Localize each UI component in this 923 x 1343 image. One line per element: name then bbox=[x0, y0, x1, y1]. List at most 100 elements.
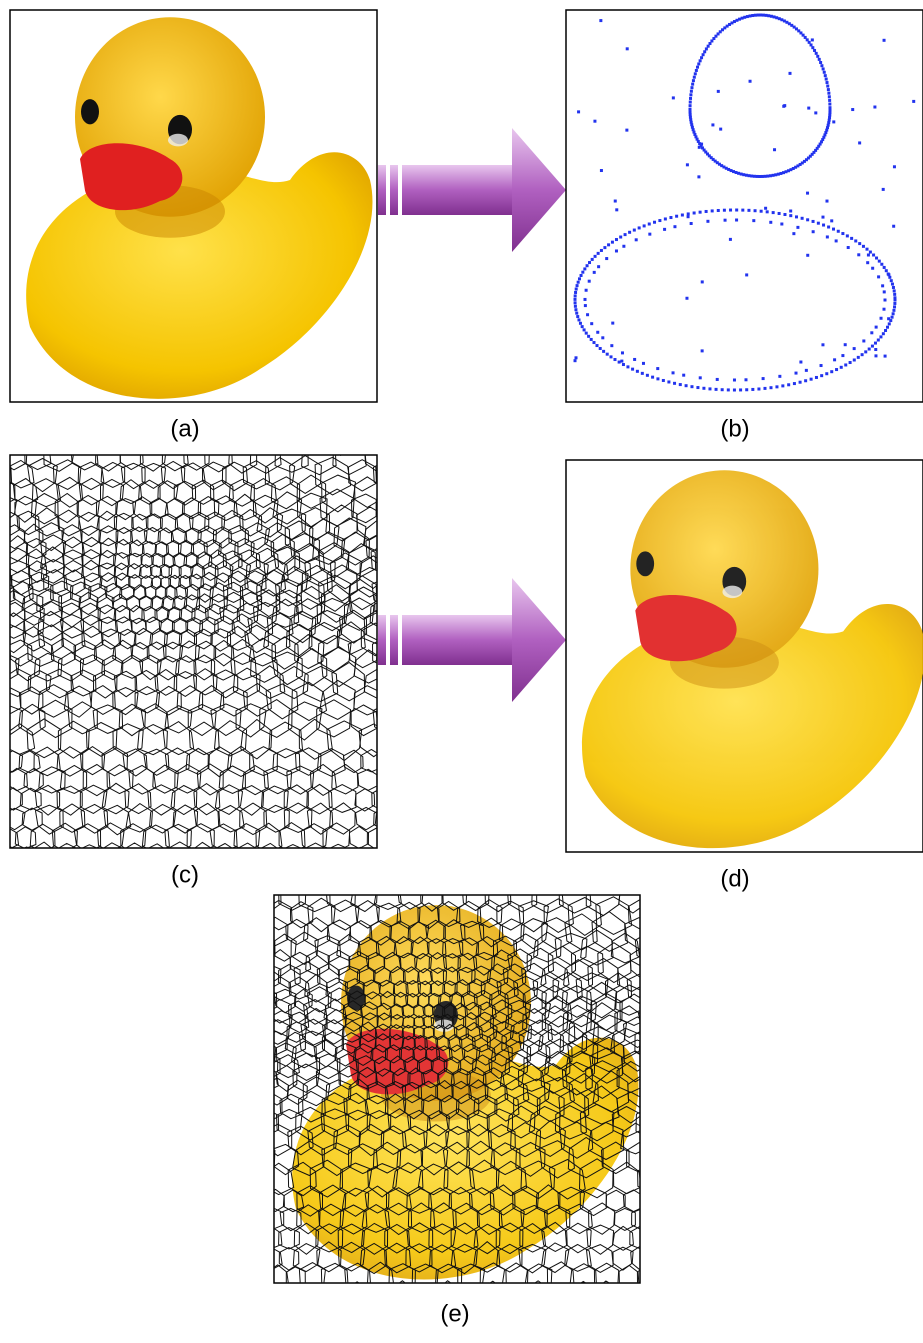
cell bbox=[506, 1105, 536, 1139]
dot bbox=[794, 165, 798, 169]
cell bbox=[448, 1186, 473, 1215]
cell bbox=[473, 859, 502, 891]
dot bbox=[825, 372, 829, 376]
cell bbox=[321, 474, 357, 513]
cell bbox=[43, 455, 74, 472]
cell bbox=[466, 1109, 490, 1137]
cell bbox=[370, 547, 377, 572]
cell bbox=[92, 670, 118, 699]
cell bbox=[402, 860, 430, 892]
cell bbox=[271, 598, 300, 628]
cell bbox=[426, 860, 453, 891]
dot bbox=[821, 215, 825, 219]
cell bbox=[295, 1106, 326, 1141]
cell bbox=[401, 1035, 416, 1051]
dot bbox=[607, 243, 611, 247]
dot bbox=[751, 14, 755, 18]
cell bbox=[151, 553, 166, 568]
cell bbox=[344, 1011, 364, 1032]
cell bbox=[101, 746, 129, 777]
dot bbox=[759, 13, 763, 17]
dot bbox=[821, 138, 825, 142]
cell bbox=[18, 686, 44, 715]
cell bbox=[36, 588, 63, 617]
cell bbox=[442, 1141, 470, 1176]
cell bbox=[441, 895, 467, 911]
cell bbox=[0, 769, 9, 790]
cell bbox=[274, 1162, 295, 1196]
cell bbox=[43, 569, 68, 595]
cell bbox=[210, 628, 232, 652]
cell bbox=[401, 1081, 423, 1104]
cell bbox=[96, 510, 118, 534]
cell bbox=[460, 990, 478, 1011]
cell bbox=[95, 455, 122, 472]
cell bbox=[425, 919, 446, 944]
cell bbox=[326, 895, 356, 913]
dot bbox=[588, 261, 592, 265]
cell bbox=[417, 902, 440, 930]
dot bbox=[824, 77, 828, 81]
cell bbox=[287, 1161, 317, 1197]
dot bbox=[764, 206, 768, 210]
dot bbox=[605, 352, 609, 356]
dot bbox=[887, 322, 891, 326]
cell bbox=[597, 942, 632, 984]
cell bbox=[174, 763, 202, 794]
cell bbox=[161, 455, 189, 472]
dot bbox=[797, 29, 801, 33]
cell bbox=[316, 597, 350, 632]
cell bbox=[338, 455, 343, 456]
cell bbox=[379, 568, 409, 598]
cell bbox=[10, 511, 21, 537]
cell bbox=[413, 1015, 426, 1028]
cell bbox=[213, 526, 233, 549]
dot bbox=[748, 14, 752, 18]
cell bbox=[325, 504, 358, 542]
cell bbox=[384, 1093, 407, 1119]
cell bbox=[245, 1228, 265, 1250]
cell bbox=[134, 686, 161, 714]
cell bbox=[152, 764, 179, 794]
cell bbox=[384, 1242, 412, 1274]
cell bbox=[286, 1021, 308, 1043]
cell bbox=[241, 418, 272, 453]
dot bbox=[769, 220, 773, 224]
cell bbox=[162, 553, 176, 568]
dot bbox=[724, 166, 728, 170]
dot bbox=[784, 170, 788, 174]
cell bbox=[249, 1009, 273, 1034]
cell bbox=[559, 1025, 588, 1058]
dot bbox=[868, 250, 872, 254]
dot bbox=[661, 378, 665, 382]
cell bbox=[141, 824, 170, 848]
cell bbox=[231, 638, 256, 665]
cell bbox=[160, 460, 186, 490]
dot bbox=[890, 315, 894, 319]
cell bbox=[451, 1080, 473, 1105]
cell bbox=[270, 533, 295, 565]
cell bbox=[570, 945, 604, 981]
cell bbox=[513, 1091, 541, 1123]
cell bbox=[293, 1052, 321, 1081]
cell bbox=[233, 823, 261, 848]
dot bbox=[658, 219, 662, 223]
dot bbox=[574, 308, 578, 312]
cell bbox=[641, 1090, 668, 1122]
cell bbox=[402, 1093, 425, 1120]
cell bbox=[630, 1245, 640, 1271]
cell bbox=[367, 1284, 392, 1311]
dot bbox=[688, 104, 692, 108]
cell bbox=[398, 952, 418, 973]
cell bbox=[354, 900, 380, 929]
cell bbox=[375, 499, 377, 518]
cell bbox=[435, 1034, 451, 1052]
dot bbox=[821, 67, 825, 71]
dot bbox=[768, 174, 772, 178]
cell bbox=[507, 948, 533, 978]
cell bbox=[114, 538, 132, 559]
cell bbox=[25, 548, 47, 573]
cell bbox=[306, 802, 334, 835]
dot bbox=[836, 229, 840, 233]
dot bbox=[715, 161, 719, 165]
